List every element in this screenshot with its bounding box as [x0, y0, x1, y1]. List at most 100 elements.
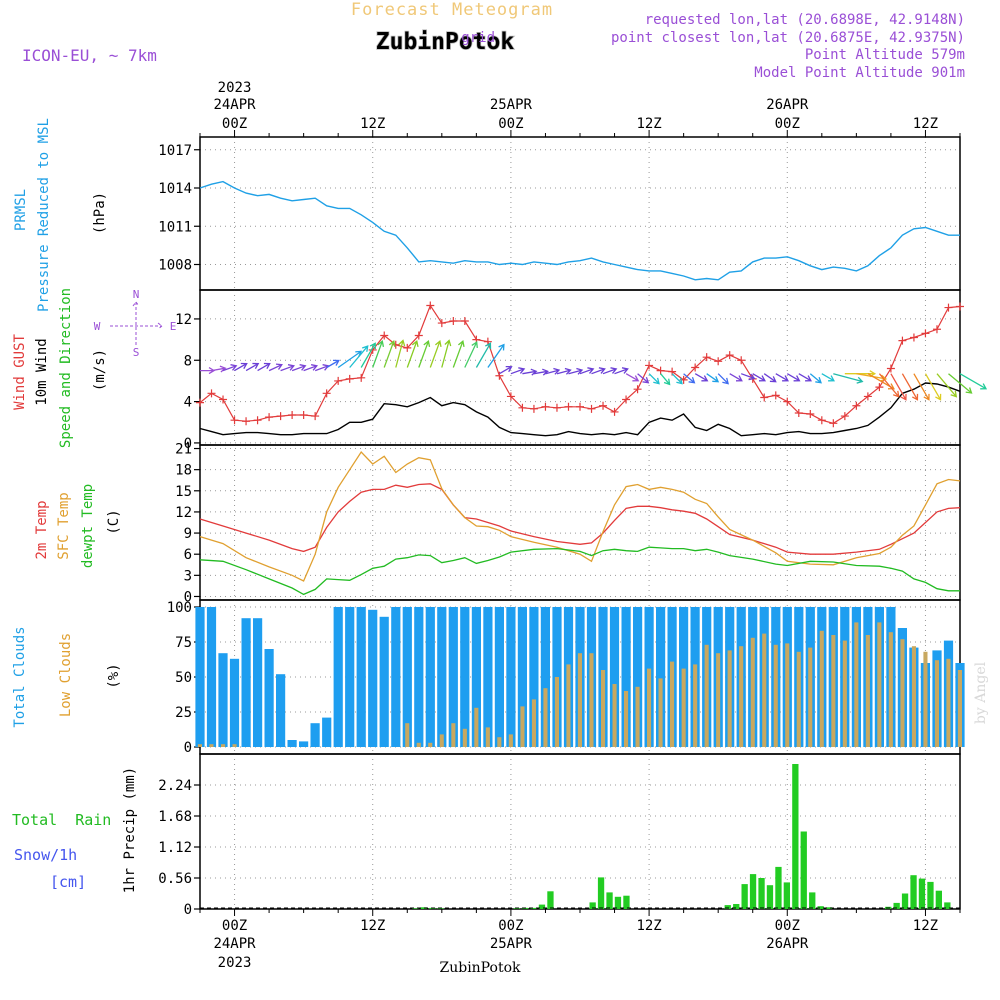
total-cloud-bar — [621, 607, 631, 747]
y-tick-label: 9 — [184, 526, 192, 542]
wind-arrow — [671, 373, 683, 385]
y-tick-label: 1.12 — [158, 840, 192, 856]
gust-point — [414, 331, 423, 340]
gust-point — [725, 351, 734, 360]
low-cloud-bar — [693, 664, 698, 747]
gust-point — [518, 403, 527, 412]
wind-arrow — [740, 373, 756, 381]
gust-point — [426, 301, 435, 310]
wind-arrow — [833, 373, 864, 384]
temperature-panel — [199, 450, 961, 596]
low-cloud-bar — [601, 670, 606, 747]
total-cloud-bar — [633, 607, 643, 747]
wind-arrow — [314, 364, 330, 372]
low-cloud-bar — [197, 744, 202, 747]
wind-arrow — [763, 373, 777, 383]
label-total-clouds: Total Clouds — [12, 626, 28, 727]
low-cloud-bar — [589, 653, 594, 747]
gust-point — [599, 401, 608, 410]
y-tick-label: 0 — [184, 740, 192, 756]
wind-arrow — [441, 339, 452, 368]
low-cloud-bar — [232, 744, 237, 747]
total-cloud-bar — [437, 607, 447, 747]
low-cloud-bar — [785, 643, 790, 747]
rain-bar — [944, 902, 951, 909]
wind-arrow — [372, 340, 385, 368]
wind-arrow — [752, 373, 767, 382]
station-title: ZubinPotok — [376, 29, 515, 55]
wind-panel — [196, 301, 988, 437]
model-name: ICON-EU, ~ 7km — [22, 46, 157, 65]
wind-arrow — [602, 367, 618, 375]
top-hour: 12Z — [636, 116, 661, 132]
low-cloud-bar — [842, 640, 847, 747]
low-cloud-bar — [462, 728, 467, 747]
rain-bar — [758, 878, 765, 909]
model-altitude: Model Point Altitude 901m — [754, 65, 965, 81]
total-cloud-bar — [425, 607, 435, 747]
wind-arrow — [579, 367, 595, 375]
label-sfc: SFC Temp — [56, 492, 72, 559]
wind-arrow — [694, 373, 709, 382]
total-cloud-bar — [333, 607, 343, 747]
gust-point — [806, 410, 815, 418]
gust-point — [265, 413, 274, 422]
label-temp-unit: (C) — [106, 509, 122, 534]
rain-bar — [623, 895, 630, 909]
low-cloud-bar — [209, 744, 214, 747]
panels: 1008101110141017048120369121518210255075… — [158, 130, 961, 918]
wind-arrow — [429, 340, 442, 368]
gust-point — [288, 411, 297, 420]
label-dewpt: dewpt Temp — [80, 484, 96, 568]
rain-bar — [783, 882, 790, 909]
wind-arrow — [510, 367, 526, 375]
gust-point — [737, 356, 746, 365]
low-cloud-bar — [543, 688, 548, 747]
rain-bar — [817, 906, 824, 909]
label-snow-unit: [cm] — [50, 873, 86, 891]
dewpt-line — [199, 546, 960, 596]
bottom-hour: 00Z — [222, 918, 247, 934]
bottom-hour: 00Z — [498, 918, 523, 934]
compass-n: N — [133, 288, 140, 301]
low-cloud-bar — [796, 651, 801, 747]
low-cloud-bar — [531, 699, 536, 747]
rain-bar — [547, 891, 554, 909]
rain-bar — [733, 904, 740, 909]
y-tick-label: 1017 — [158, 143, 192, 159]
wind-arrow — [303, 364, 318, 372]
wind-arrow — [878, 373, 900, 398]
y-tick-label: 0 — [184, 436, 192, 452]
y-tick-label: 6 — [184, 547, 192, 563]
rain-bar — [606, 892, 613, 909]
gust-point — [276, 412, 285, 421]
gust-point — [633, 385, 642, 394]
gust-point — [794, 408, 803, 417]
total-cloud-bar — [471, 607, 481, 747]
wind-arrow — [533, 368, 549, 376]
low-cloud-bar — [957, 670, 962, 747]
wind-arrow — [901, 373, 919, 401]
wind-arrow — [291, 364, 307, 372]
wind-arrow — [637, 373, 650, 384]
low-cloud-bar — [750, 637, 755, 747]
wind-arrow — [706, 373, 720, 383]
gust-point — [380, 331, 389, 340]
gust-point — [564, 402, 573, 411]
total-cloud-bar — [229, 658, 240, 747]
y-tick-label: 100 — [167, 600, 192, 616]
y-tick-label: 3 — [184, 568, 192, 584]
label-clouds-unit: (%) — [106, 663, 122, 688]
low-cloud-bar — [405, 723, 410, 747]
panel-frame — [199, 444, 961, 601]
gust-point — [403, 343, 412, 352]
wind-arrow — [499, 365, 513, 375]
gust-point — [622, 395, 631, 404]
low-cloud-bar — [900, 639, 905, 747]
wind-arrow — [268, 363, 283, 372]
gust-point — [587, 404, 596, 413]
wind-arrow — [326, 359, 340, 369]
wind-arrow — [487, 343, 505, 368]
y-tick-label: 12 — [175, 312, 192, 328]
wind-arrow — [245, 362, 260, 372]
